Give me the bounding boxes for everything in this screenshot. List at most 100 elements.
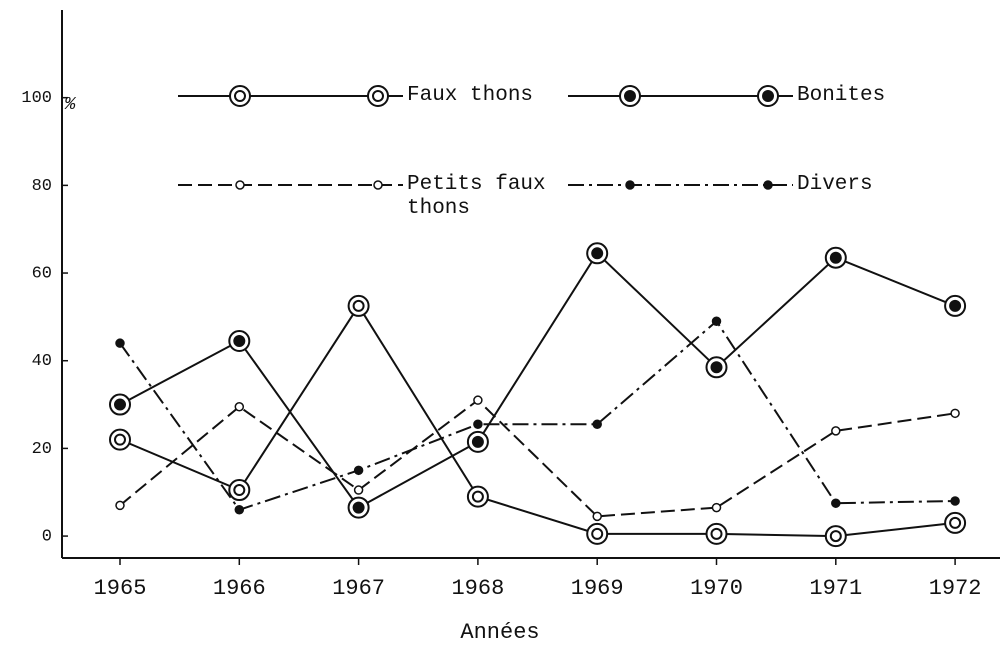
marker [115, 338, 125, 348]
marker-dot [235, 180, 245, 190]
x-axis-label: Années [460, 620, 539, 645]
y-tick-label: 100 [21, 89, 52, 108]
marker [353, 465, 364, 476]
legend-label: Petits faux thons [407, 173, 546, 220]
marker [592, 419, 602, 430]
marker-inner [591, 247, 604, 260]
marker-dot [473, 419, 483, 430]
marker [235, 180, 245, 190]
marker [109, 393, 131, 416]
legend-label: Bonites [797, 84, 886, 107]
marker [950, 496, 960, 506]
marker [353, 485, 364, 495]
marker-inner [372, 90, 384, 102]
marker-dot [711, 502, 722, 513]
marker-inner [114, 398, 126, 411]
marker-inner [710, 527, 723, 540]
y-axis-label: % [64, 95, 77, 115]
marker-dot [115, 338, 125, 348]
marker-inner [829, 251, 842, 264]
y-tick-label: 0 [42, 528, 52, 547]
marker-dot [711, 316, 722, 327]
marker [466, 430, 489, 453]
x-tick-label: 1971 [809, 576, 862, 601]
marker [586, 242, 609, 265]
marker [944, 511, 967, 534]
y-tick-label: 80 [32, 177, 52, 196]
marker-dot [353, 465, 364, 476]
marker-inner [352, 299, 365, 312]
marker [705, 522, 728, 545]
marker [592, 511, 602, 522]
marker [625, 180, 635, 190]
marker [705, 356, 728, 379]
legend-label: Faux thons [407, 84, 534, 107]
marker [831, 426, 841, 436]
marker [229, 85, 251, 107]
marker [950, 408, 960, 419]
marker [347, 294, 370, 317]
marker [115, 500, 125, 511]
marker [619, 85, 641, 107]
marker-dot [234, 402, 245, 412]
marker [234, 505, 245, 515]
marker-inner [949, 516, 962, 529]
marker-inner [949, 299, 962, 312]
marker [757, 85, 779, 107]
marker-dot [950, 408, 960, 419]
marker-inner [233, 484, 246, 497]
legend-entry: Divers [797, 173, 873, 196]
marker-inner [233, 334, 246, 347]
marker-dot [950, 496, 960, 506]
marker [228, 329, 251, 352]
marker-inner [829, 530, 842, 543]
y-tick-label: 20 [32, 440, 52, 459]
marker-dot [763, 180, 773, 190]
x-tick-label: 1968 [451, 576, 504, 601]
marker-inner [762, 90, 774, 102]
series-line [119, 251, 956, 509]
marker [373, 180, 383, 190]
marker-dot [831, 426, 841, 436]
marker [473, 395, 483, 405]
series-line [119, 319, 956, 511]
marker [473, 419, 483, 430]
y-tick-label: 60 [32, 265, 52, 284]
marker-dot [473, 395, 483, 405]
x-tick-label: 1965 [94, 576, 147, 601]
marker-inner [591, 527, 604, 540]
marker-dot [625, 180, 635, 190]
marker-dot [115, 500, 125, 511]
marker-inner [471, 435, 484, 448]
legend-entry: Petits faux thons [407, 173, 546, 220]
marker-dot [592, 511, 602, 522]
marker [711, 502, 722, 513]
marker [228, 479, 251, 502]
marker-dot [234, 505, 245, 515]
series-line [119, 398, 956, 518]
marker-inner [234, 90, 246, 102]
y-tick-label: 40 [32, 352, 52, 371]
marker-inner [352, 501, 365, 514]
marker-dot [353, 485, 364, 495]
x-tick-label: 1972 [929, 576, 982, 601]
marker-inner [624, 90, 636, 102]
legend-label: Divers [797, 173, 873, 196]
legend-entry: Faux thons [407, 84, 534, 107]
marker-dot [592, 419, 602, 430]
marker-dot [373, 180, 383, 190]
marker [586, 522, 609, 545]
marker-inner [114, 433, 126, 446]
series-line [119, 304, 956, 538]
marker [711, 316, 722, 327]
marker [824, 246, 847, 269]
x-tick-label: 1970 [690, 576, 743, 601]
x-tick-label: 1969 [571, 576, 624, 601]
marker [347, 496, 370, 519]
marker [234, 402, 245, 412]
marker [109, 428, 131, 451]
marker-dot [831, 498, 841, 508]
marker-inner [471, 490, 484, 503]
marker [763, 180, 773, 190]
